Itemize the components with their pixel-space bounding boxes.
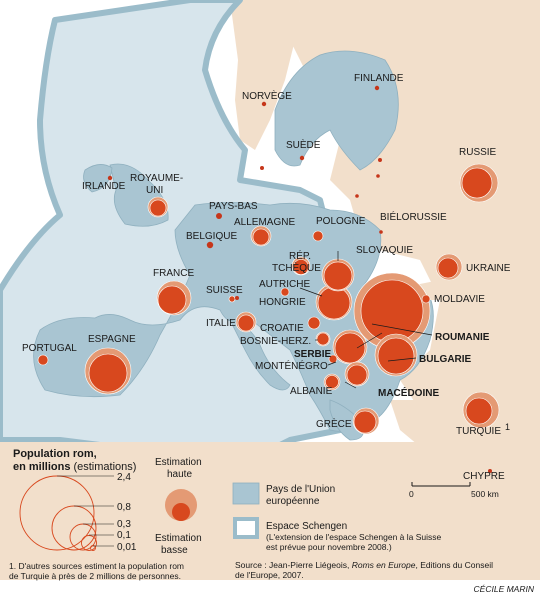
label-norvege: NORVÈGE	[242, 89, 292, 102]
marker-russie-low	[462, 168, 492, 198]
source-l2: de l'Europe, 2007.	[235, 570, 304, 580]
label-royaume-uni-l1: ROYAUME-	[130, 173, 183, 184]
label-espagne: ESPAGNE	[88, 334, 136, 345]
legend-title-l1: Population rom,	[13, 448, 97, 460]
legend-schengen-swatch	[235, 519, 257, 537]
label-bielorussie: BIÉLORUSSIE	[380, 210, 447, 223]
label-suisse: SUISSE	[206, 285, 243, 296]
marker-italie-low	[238, 315, 254, 331]
label-royaume-uni-l2: UNI	[146, 185, 163, 196]
label-pologne: POLOGNE	[316, 216, 366, 227]
marker-france-low	[158, 286, 186, 314]
label-irlande: IRLANDE	[82, 181, 126, 192]
label-grece: GRÈCE	[316, 417, 352, 430]
marker-slovaquie-low	[324, 262, 352, 290]
credit: CÉCILE MARIN	[474, 584, 535, 594]
legend-value-0: 2,4	[117, 472, 131, 483]
legend-low-l1: Estimation	[155, 533, 202, 544]
marker-espagne-low	[89, 354, 127, 392]
label-tcheque-l2: TCHÈQUE	[272, 261, 321, 274]
legend-schengen-l1: (L'extension de l'espace Schengen à la S…	[266, 532, 442, 542]
label-moldavie: MOLDAVIE	[434, 294, 485, 305]
legend-eu-l1: Pays de l'Union	[266, 484, 335, 495]
marker-roumanie-low	[361, 280, 423, 342]
label-allemagne: ALLEMAGNE	[234, 217, 295, 228]
legend-eu-swatch	[233, 483, 259, 504]
credit-strip	[0, 580, 540, 596]
label-suede: SUÈDE	[286, 138, 321, 151]
legend-value-2: 0,3	[117, 519, 131, 530]
legend-value-1: 0,8	[117, 502, 131, 513]
marker-croatie	[308, 317, 320, 329]
marker-macedoine-low	[347, 365, 367, 385]
label-roumanie: ROUMANIE	[435, 332, 490, 343]
marker-grece-low	[354, 411, 376, 433]
label-turquie: TURQUIE	[456, 426, 501, 437]
label-autriche: AUTRICHE	[259, 279, 310, 290]
marker-pologne	[313, 231, 323, 241]
label-macedoine: MACÉDOINE	[378, 386, 439, 399]
label-tcheque-l1: RÉP.	[289, 249, 311, 262]
legend-low-l2: basse	[161, 545, 188, 556]
label-bosnie: BOSNIE-HERZ.	[240, 336, 311, 347]
label-italie: ITALIE	[206, 318, 236, 329]
legend-schengen-l2: est prévue pour novembre 2008.)	[266, 542, 392, 552]
label-slovaquie: SLOVAQUIE	[356, 245, 413, 256]
label-finlande: FINLANDE	[354, 73, 404, 84]
legend-high-l1: Estimation	[155, 457, 202, 468]
label-belgique: BELGIQUE	[186, 231, 237, 242]
legend-high-l2: haute	[167, 469, 192, 480]
legend-eu-l2: européenne	[266, 496, 320, 507]
scale-km: 500 km	[471, 489, 499, 499]
marker-bosnie-low	[317, 333, 329, 345]
label-russie: RUSSIE	[459, 147, 497, 158]
label-pays-bas: PAYS-BAS	[209, 201, 258, 212]
label-ukraine: UKRAINE	[466, 263, 511, 274]
label-bulgarie: BULGARIE	[419, 354, 472, 365]
label-hongrie: HONGRIE	[259, 297, 306, 308]
marker-allemagne-low	[253, 229, 269, 245]
label-france: FRANCE	[153, 268, 194, 279]
footnote-l1: 1. D'autres sources estiment la populati…	[9, 561, 184, 571]
marker-portugal	[38, 355, 48, 365]
legend-low-circle	[172, 503, 190, 521]
label-montenegro: MONTÉNÉGRO	[255, 359, 328, 372]
legend-schengen-title: Espace Schengen	[266, 521, 347, 532]
marker-serbie-low	[335, 333, 365, 363]
marker-moldavie	[422, 295, 430, 303]
label-croatie: CROATIE	[260, 323, 304, 334]
label-serbie: SERBIE	[294, 349, 332, 360]
marker-ukraine-low	[438, 258, 458, 278]
marker-bulgarie-low	[378, 338, 414, 374]
label-chypre: CHYPRE	[463, 471, 505, 482]
marker-royaume-uni-low	[150, 200, 166, 216]
source-l1: Source : Jean-Pierre Liégeois, Roms en E…	[235, 560, 493, 570]
legend-value-3: 0,1	[117, 530, 131, 541]
marker-hongrie-low	[318, 287, 350, 319]
marker-turquie-low	[466, 398, 492, 424]
footnote-l2: de Turquie à près de 2 millions de perso…	[9, 571, 181, 581]
label-turquie-note: 1	[505, 422, 510, 432]
label-portugal: PORTUGAL	[22, 343, 77, 354]
label-albanie: ALBANIE	[290, 386, 333, 397]
marker-suisse	[229, 296, 235, 302]
legend-value-4: 0,01	[117, 542, 137, 553]
scale-zero: 0	[409, 489, 414, 499]
